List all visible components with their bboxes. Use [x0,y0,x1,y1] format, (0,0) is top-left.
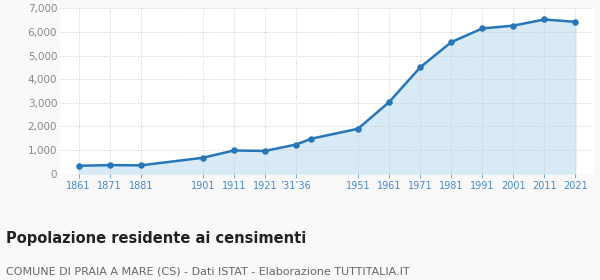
Text: COMUNE DI PRAIA A MARE (CS) - Dati ISTAT - Elaborazione TUTTITALIA.IT: COMUNE DI PRAIA A MARE (CS) - Dati ISTAT… [6,266,410,276]
Point [353,127,363,131]
Point [446,40,456,45]
Point [74,164,83,168]
Point [229,148,239,153]
Point [478,26,487,31]
Point [571,20,580,24]
Point [415,65,425,70]
Point [539,17,549,22]
Text: Popolazione residente ai censimenti: Popolazione residente ai censimenti [6,231,306,246]
Point [307,136,316,141]
Point [105,163,115,167]
Point [291,142,301,147]
Point [384,100,394,104]
Point [260,149,270,153]
Point [136,163,146,167]
Point [508,24,518,28]
Point [198,156,208,160]
